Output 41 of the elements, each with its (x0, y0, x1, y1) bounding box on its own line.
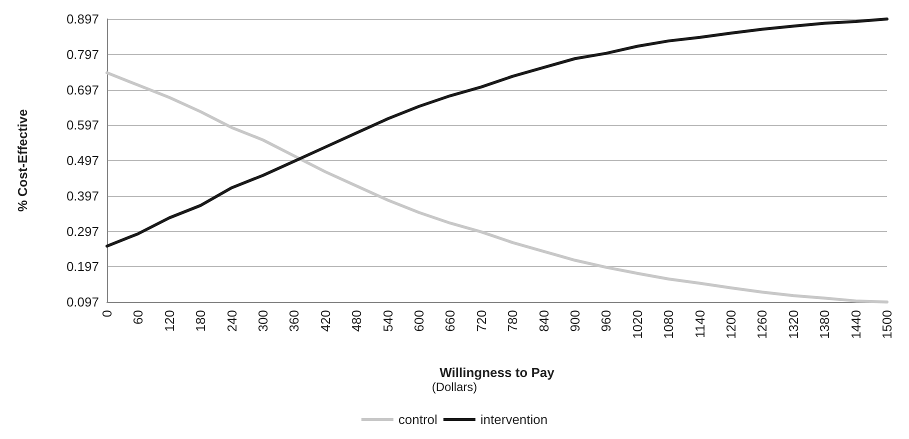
x-axis-title: Willingness to Pay (440, 365, 556, 380)
y-tick-label: 0.597 (66, 118, 99, 133)
legend-label: control (398, 412, 438, 427)
x-tick-label: 1260 (754, 310, 770, 339)
y-tick-label: 0.097 (66, 294, 99, 310)
x-tick-label: 60 (130, 310, 146, 324)
x-tick-label: 0 (100, 310, 114, 318)
y-tick-label: 0.797 (66, 46, 99, 62)
x-tick-label: 1020 (630, 310, 645, 339)
y-tick-label: 0.697 (66, 82, 99, 98)
y-tick-label: 0.897 (66, 12, 99, 26)
x-tick-label: 960 (598, 310, 614, 332)
x-tick-label: 780 (505, 310, 520, 332)
y-tick-label: 0.197 (66, 259, 99, 274)
x-tick-label: 480 (349, 310, 364, 332)
x-tick-label: 1440 (848, 310, 864, 339)
x-tick-label: 1200 (724, 310, 738, 339)
x-tick-label: 900 (568, 310, 582, 332)
x-tick-label: 1500 (880, 310, 894, 339)
x-tick-label: 360 (286, 310, 302, 332)
x-tick-label: 600 (412, 310, 426, 332)
x-tick-label: 1320 (786, 310, 801, 339)
x-tick-label: 1080 (661, 310, 676, 339)
x-tick-label: 180 (193, 310, 208, 332)
y-tick-label: 0.397 (66, 188, 99, 204)
x-tick-label: 1380 (817, 310, 832, 339)
x-tick-label: 240 (224, 310, 240, 332)
line-series (106, 18, 888, 248)
y-tick-label: 0.297 (66, 224, 99, 239)
x-tick-label: 1140 (692, 310, 708, 338)
legend-label: intervention (480, 412, 548, 427)
x-tick-label: 300 (256, 310, 270, 332)
x-tick-label: 420 (318, 310, 333, 332)
x-tick-label: 840 (536, 310, 552, 332)
y-tick-label: 0.497 (66, 153, 99, 168)
x-tick-label: 540 (380, 310, 396, 332)
x-tick-label: 720 (474, 310, 489, 332)
x-tick-label: 660 (442, 310, 458, 332)
y-axis-title: % Cost-Effective (15, 109, 30, 212)
x-tick-label: 120 (162, 310, 177, 332)
text: (Dollars) (432, 380, 478, 394)
